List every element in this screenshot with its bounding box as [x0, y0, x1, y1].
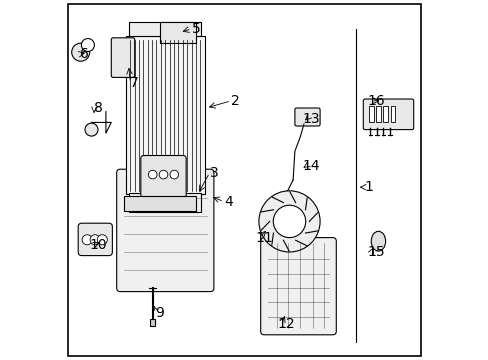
Circle shape — [148, 170, 157, 179]
Text: 7: 7 — [130, 76, 139, 90]
Circle shape — [82, 235, 92, 245]
Circle shape — [97, 235, 107, 245]
Bar — [125, 36, 204, 194]
Text: 3: 3 — [209, 166, 218, 180]
FancyBboxPatch shape — [260, 238, 336, 335]
Bar — [375, 106, 380, 122]
Circle shape — [90, 235, 100, 245]
Text: 11: 11 — [255, 231, 273, 244]
Text: 12: 12 — [277, 317, 294, 331]
Bar — [129, 193, 201, 212]
FancyBboxPatch shape — [141, 156, 186, 197]
Text: 5: 5 — [191, 22, 200, 36]
FancyBboxPatch shape — [111, 38, 134, 77]
Text: 2: 2 — [231, 94, 240, 108]
Circle shape — [258, 191, 320, 252]
Text: 8: 8 — [94, 101, 103, 115]
Text: 13: 13 — [302, 112, 319, 126]
Circle shape — [273, 205, 305, 238]
Circle shape — [81, 39, 94, 51]
Bar — [390, 106, 394, 122]
Bar — [150, 319, 155, 326]
Text: 16: 16 — [366, 94, 384, 108]
Text: 1: 1 — [364, 180, 372, 194]
FancyBboxPatch shape — [294, 108, 320, 126]
FancyBboxPatch shape — [117, 169, 213, 292]
Bar — [383, 106, 387, 122]
Circle shape — [159, 170, 167, 179]
Circle shape — [170, 170, 178, 179]
Bar — [123, 196, 196, 211]
FancyBboxPatch shape — [78, 223, 112, 256]
Text: 10: 10 — [90, 238, 107, 252]
Bar — [129, 22, 201, 36]
Text: 9: 9 — [155, 306, 164, 320]
Text: 15: 15 — [366, 245, 384, 259]
Ellipse shape — [370, 231, 385, 251]
Circle shape — [72, 43, 89, 61]
FancyBboxPatch shape — [363, 99, 413, 130]
Bar — [368, 106, 373, 122]
Text: 14: 14 — [302, 159, 319, 172]
Circle shape — [85, 123, 98, 136]
Text: 4: 4 — [224, 195, 232, 208]
Bar — [160, 22, 196, 43]
Text: 6: 6 — [80, 47, 88, 61]
